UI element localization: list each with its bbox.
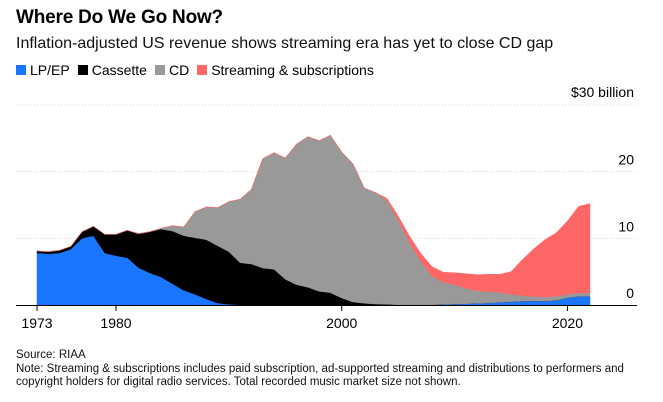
chart-title: Where Do We Go Now? [16,7,223,28]
x-tick-label-2000: 2000 [326,315,357,331]
legend-swatch-cassette [77,65,88,75]
legend-swatch-cd [154,65,165,75]
legend-item-lpep: LP/EP [16,62,70,78]
chart-subtitle: Inflation-adjusted US revenue shows stre… [16,35,554,52]
legend-label-cd: CD [168,62,190,78]
legend-item-streaming: Streaming & subscriptions [197,62,374,78]
y-axis-unit-label: $30 billion [570,84,634,100]
source-text: Source: RIAA [16,349,86,361]
area-series-streaming-subscriptions [36,134,591,298]
legend-label-streaming: Streaming & subscriptions [211,62,374,78]
y-tick-label-10: 10 [618,218,634,234]
legend-swatch-lpep [16,65,26,75]
footer: Source: RIAA Note: Streaming & subscript… [16,349,656,390]
x-tick-label-2020: 2020 [552,315,583,331]
y-tick-label-0: 0 [626,285,634,301]
legend-label-lpep: LP/EP [30,62,70,78]
legend: LP/EP Cassette CD Streaming & subscripti… [16,62,382,78]
legend-swatch-streaming [197,65,208,75]
y-tick-label-20: 20 [618,152,634,168]
x-tick-label-1973: 1973 [21,315,52,331]
legend-item-cassette: Cassette [77,62,147,78]
legend-label-cassette: Cassette [91,62,147,78]
x-tick-label-1980: 1980 [100,315,131,331]
note-text: Note: Streaming & subscriptions includes… [16,362,624,389]
legend-item-cd: CD [154,62,190,78]
